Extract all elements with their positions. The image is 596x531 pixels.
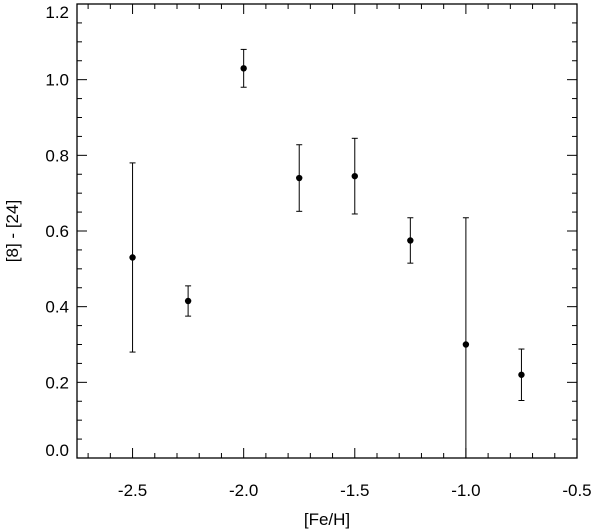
data-point	[462, 341, 470, 348]
data-point	[184, 297, 192, 305]
x-tick-label: -1.5	[340, 481, 369, 500]
data-point	[129, 254, 136, 261]
y-tick-label: 0.8	[45, 146, 69, 165]
x-axis-label: [Fe/H]	[304, 510, 350, 529]
data-point	[407, 237, 414, 244]
data-point	[351, 172, 358, 180]
data-point	[240, 65, 247, 72]
data-point	[518, 371, 525, 378]
y-tick-label: 1.2	[45, 3, 69, 22]
data-point	[296, 174, 303, 182]
y-tick-label: 0.6	[45, 222, 69, 241]
y-tick-label: 0.2	[45, 373, 69, 392]
y-tick-label: 1.0	[45, 71, 69, 90]
plot-area	[129, 48, 525, 458]
x-tick-label: -1.0	[451, 481, 480, 500]
y-tick-label: 0.0	[45, 441, 69, 460]
x-tick-label: -0.5	[562, 481, 591, 500]
plot-frame	[76, 3, 578, 459]
x-tick-label: -2.5	[118, 481, 147, 500]
y-axis-label: [8] - [24]	[3, 200, 22, 262]
y-tick-label: 0.4	[45, 298, 69, 317]
x-tick-label: -2.0	[229, 481, 258, 500]
